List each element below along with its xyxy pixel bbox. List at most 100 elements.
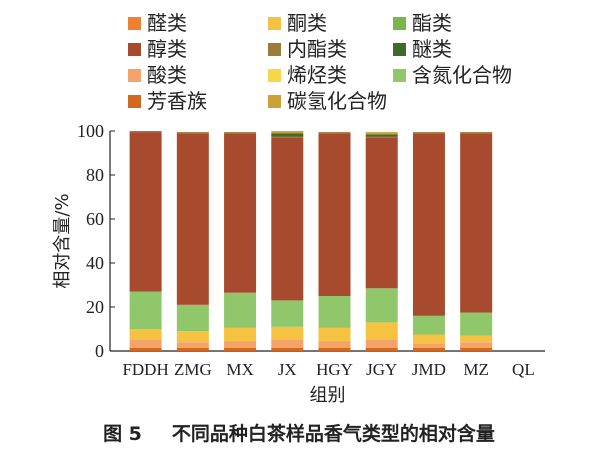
bar-segment: [365, 340, 398, 348]
bar-segment: [224, 133, 257, 293]
legend-item: 内酯类: [268, 38, 347, 60]
bar-segment: [412, 334, 445, 344]
legend-swatch: [393, 68, 406, 82]
bar-segment: [460, 342, 493, 348]
bar-segment: [176, 331, 209, 343]
legend-label: 醛类: [147, 11, 187, 35]
bar-segment: [318, 341, 351, 348]
bar-segment: [224, 347, 257, 351]
bar-segment: [176, 132, 209, 134]
bar-segment: [365, 132, 398, 135]
legend-item: 醚类: [393, 38, 452, 60]
x-axis-label: 组别: [310, 385, 346, 406]
legend-label: 含氮化合物: [412, 63, 512, 87]
y-tick-label: 20: [86, 297, 104, 317]
legend-swatch: [268, 16, 281, 30]
y-tick-label: 0: [95, 341, 104, 361]
x-tick-label: MZ: [463, 360, 489, 379]
bar-segment: [412, 315, 445, 335]
x-tick-label: HGY: [316, 360, 353, 379]
figure-label: 图 5: [103, 423, 142, 445]
bar-segment: [365, 347, 398, 351]
bar-segment: [176, 304, 209, 332]
figure-title: 不同品种白茶样品香气类型的相对含量: [171, 423, 495, 445]
bar-segment: [271, 133, 304, 137]
legend-swatch: [128, 16, 141, 30]
stacked-bar-chart: 0 20 40 60 80 100 相对含量/% FDDH ZMG MX JX HGY JGY JMD MZ…: [52, 121, 545, 406]
bar-segment: [365, 288, 398, 323]
x-tick-label: ZMG: [174, 360, 212, 379]
legend-swatch: [128, 68, 141, 82]
legend-label: 酯类: [412, 11, 452, 35]
bar-segment: [224, 132, 257, 134]
legend-label: 醇类: [147, 37, 187, 61]
legend-label: 烯烃类: [287, 63, 347, 87]
bar-segment: [460, 132, 493, 134]
bar-segment: [271, 137, 304, 301]
bar-segment: [224, 292, 257, 328]
bar-segment: [365, 137, 398, 289]
bar-segment: [412, 347, 445, 351]
y-tick-label: 100: [77, 121, 104, 141]
x-tick-label: FDDH: [122, 360, 168, 379]
y-tick-label: 80: [86, 165, 104, 185]
legend-swatch: [393, 42, 406, 56]
bar-segment: [365, 322, 398, 340]
bar-segment: [460, 133, 493, 313]
legend-swatch: [268, 68, 281, 82]
legend-item: 烯烃类: [268, 64, 347, 86]
bar-segment: [460, 347, 493, 351]
bar-segment: [412, 132, 445, 134]
figure-caption: 图 5 不同品种白茶样品香气类型的相对含量: [0, 419, 598, 446]
legend-item: 酯类: [393, 12, 452, 34]
legend-swatch: [268, 94, 281, 108]
legend-item: 酮类: [268, 12, 327, 34]
x-tick-label: JGY: [366, 360, 397, 379]
bar-segment: [271, 131, 304, 134]
bar-segment: [129, 131, 162, 133]
bar-segment: [365, 136, 398, 138]
legend-label: 酮类: [287, 11, 327, 35]
bar-segment: [176, 133, 209, 305]
y-tick-label: 60: [86, 209, 104, 229]
bar-segment: [412, 343, 445, 348]
legend-label: 醚类: [412, 37, 452, 61]
bar-segment: [271, 326, 304, 340]
bar-segment: [318, 296, 351, 328]
legend-label: 芳香族: [147, 89, 207, 113]
bar-segment: [365, 134, 398, 137]
bar-segment: [412, 133, 445, 316]
x-tick-label: JMD: [412, 360, 446, 379]
bar-segment: [318, 133, 351, 296]
legend-item: 酸类: [128, 64, 187, 86]
legend-item: 醛类: [128, 12, 187, 34]
legend-label: 碳氢化合物: [287, 89, 387, 113]
bar-segment: [224, 327, 257, 342]
bar-segment: [129, 291, 162, 329]
legend-label: 酸类: [147, 63, 187, 87]
bar-segment: [176, 342, 209, 348]
bar-segment: [224, 341, 257, 348]
bar-segment: [271, 136, 304, 138]
bar-segment: [318, 327, 351, 342]
bar-segment: [460, 335, 493, 343]
y-tick-label: 40: [86, 253, 104, 273]
bar-segment: [129, 132, 162, 292]
bar-segment: [318, 347, 351, 351]
bar-segment: [271, 300, 304, 327]
legend-swatch: [128, 94, 141, 108]
legend-item: 醇类: [128, 38, 187, 60]
legend-item: 含氮化合物: [393, 64, 512, 86]
x-tick-label: JX: [278, 360, 297, 379]
bar-segment: [460, 312, 493, 336]
legend-swatch: [268, 42, 281, 56]
bar-segment: [129, 340, 162, 348]
legend-label: 内酯类: [287, 37, 347, 61]
x-tick-label: QL: [512, 360, 535, 379]
bar-segment: [176, 347, 209, 351]
bar-segment: [271, 347, 304, 351]
bar-segment: [318, 132, 351, 134]
x-tick-label: MX: [226, 360, 253, 379]
legend-item: 碳氢化合物: [268, 90, 387, 112]
bar-segment: [271, 340, 304, 348]
